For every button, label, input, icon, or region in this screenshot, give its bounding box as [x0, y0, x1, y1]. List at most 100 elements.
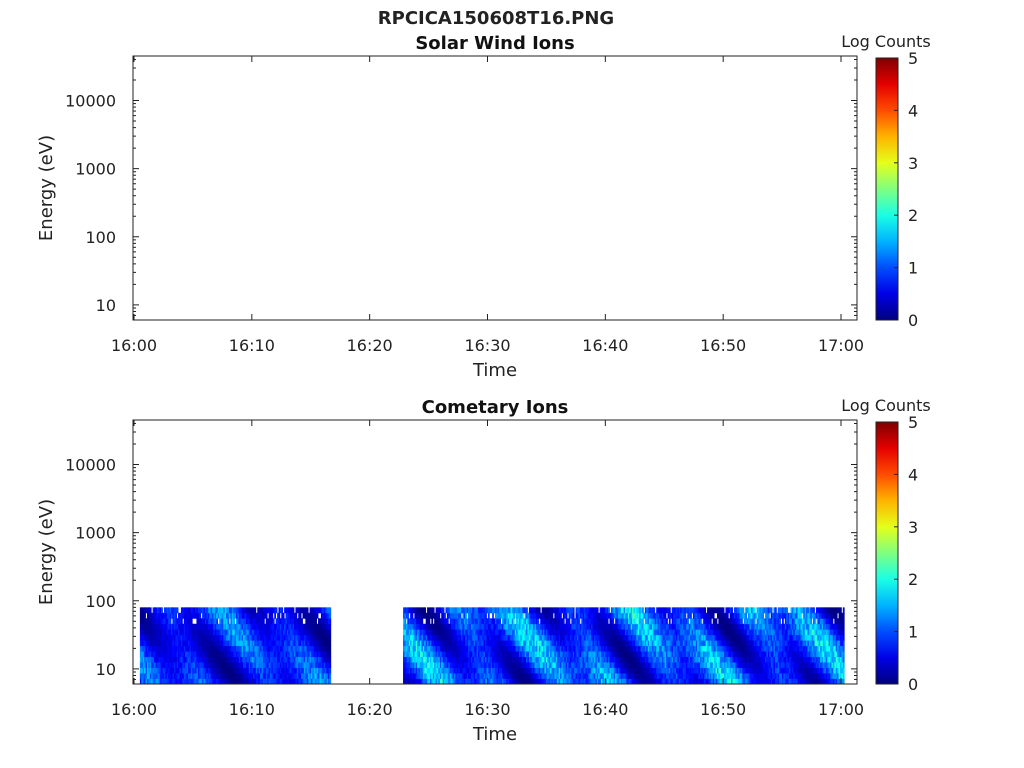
heatmap-cell [224, 651, 227, 658]
heatmap-cell [149, 612, 152, 619]
heatmap-cell [277, 651, 279, 658]
heatmap-cell [632, 607, 634, 614]
heatmap-cell [544, 667, 547, 674]
heatmap-cell [704, 656, 707, 663]
heatmap-cell [209, 667, 211, 674]
heatmap-cell [637, 656, 640, 663]
heatmap-cell [698, 667, 701, 674]
heatmap-cell [234, 667, 237, 674]
heatmap-cell [417, 618, 419, 625]
heatmap-cell [598, 623, 600, 630]
heatmap-cell [444, 662, 446, 668]
heatmap-cell [486, 667, 489, 674]
heatmap-cell [274, 634, 277, 641]
heatmap-cell [504, 629, 507, 636]
heatmap-cell [329, 618, 332, 625]
heatmap-cell [667, 673, 670, 679]
heatmap-cell [636, 634, 639, 641]
heatmap-cell [527, 645, 530, 652]
heatmap-cell [180, 629, 183, 636]
heatmap-cell [275, 662, 278, 668]
heatmap-cell [487, 651, 490, 658]
heatmap-cell [176, 618, 179, 625]
heatmap-cell [506, 623, 509, 630]
heatmap-cell [316, 673, 319, 679]
heatmap-cell [210, 618, 213, 625]
heatmap-cell [586, 607, 589, 614]
heatmap-cell [649, 667, 651, 674]
heatmap-cell [575, 645, 578, 652]
heatmap-cell [258, 618, 261, 625]
heatmap-cell [468, 673, 470, 679]
heatmap-cell [258, 634, 261, 641]
heatmap-cell [197, 645, 200, 652]
heatmap-cell [561, 618, 564, 625]
heatmap-cell [601, 634, 603, 641]
heatmap-cell [420, 662, 422, 668]
heatmap-cell [459, 618, 462, 625]
heatmap-cell [688, 667, 691, 674]
heatmap-cell [278, 634, 281, 641]
heatmap-cell [197, 667, 200, 674]
heatmap-cell [141, 634, 144, 641]
y-tick-label: 10 [96, 296, 116, 315]
heatmap-cell [247, 612, 250, 619]
heatmap-cell [230, 656, 233, 663]
heatmap-cell [709, 618, 712, 625]
heatmap-cell [511, 607, 514, 614]
heatmap-cell [163, 640, 166, 647]
heatmap-cell [292, 667, 295, 674]
heatmap-cell [202, 612, 204, 619]
heatmap-cell [146, 667, 149, 674]
heatmap-cell [472, 662, 475, 668]
heatmap-cell [651, 623, 654, 630]
heatmap-cell [163, 618, 166, 625]
heatmap-cell [431, 623, 434, 630]
heatmap-cell [650, 618, 653, 625]
heatmap-cell [168, 629, 170, 636]
heatmap-cell [497, 651, 500, 658]
heatmap-cell [432, 612, 435, 619]
heatmap-cell [243, 634, 245, 641]
heatmap-cell [180, 667, 183, 674]
heatmap-cell [161, 629, 163, 636]
heatmap-cell [582, 623, 585, 630]
heatmap-cell [493, 656, 496, 663]
heatmap-cell [262, 618, 265, 625]
heatmap-cell [223, 667, 226, 674]
heatmap-cell [159, 673, 162, 679]
heatmap-cell [479, 662, 482, 668]
heatmap-cell [688, 651, 691, 658]
heatmap-cell [189, 618, 192, 625]
heatmap-cell [169, 662, 172, 668]
heatmap-cell [220, 656, 223, 663]
heatmap-cell [284, 618, 286, 625]
heatmap-cell [601, 607, 603, 614]
heatmap-cell [408, 623, 411, 630]
heatmap-cell [666, 607, 668, 614]
heatmap-cell [493, 634, 496, 641]
heatmap-cell [427, 612, 429, 619]
heatmap-cell [663, 678, 666, 684]
heatmap-cell [148, 629, 151, 636]
heatmap-cell [434, 667, 436, 674]
heatmap-cell [459, 662, 462, 668]
heatmap-cell [581, 612, 584, 619]
heatmap-cell [199, 640, 202, 647]
heatmap-cell [592, 678, 595, 684]
heatmap-cell [224, 612, 227, 619]
heatmap-cell [213, 645, 216, 652]
heatmap-cell [254, 607, 257, 614]
heatmap-cell [541, 618, 544, 625]
heatmap-cell [156, 618, 159, 625]
heatmap-cell [617, 634, 620, 641]
heatmap-cell [183, 662, 186, 668]
heatmap-cell [214, 651, 217, 658]
heatmap-cell [579, 634, 582, 641]
heatmap-cell [169, 618, 172, 625]
heatmap-cell [609, 673, 612, 679]
heatmap-cell [629, 634, 632, 641]
heatmap-cell [681, 623, 684, 630]
heatmap-cell [190, 645, 193, 652]
heatmap-cell [526, 634, 528, 641]
